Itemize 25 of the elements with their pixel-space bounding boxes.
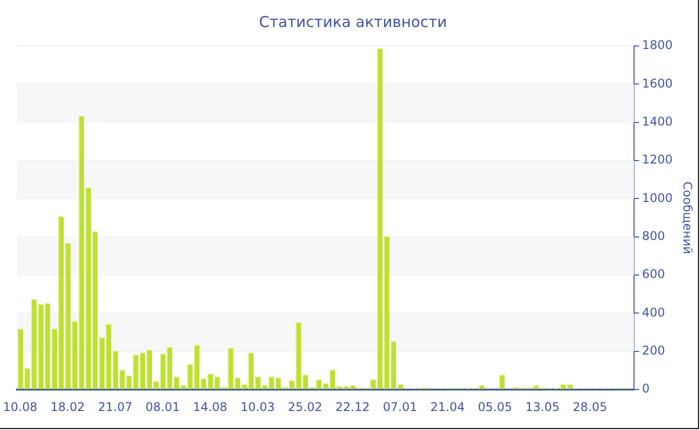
y-tick-label: 1800 (642, 38, 673, 52)
x-tick-label: 22.12 (335, 400, 370, 414)
y-tick-label: 1200 (642, 152, 673, 167)
x-tick-label: 10.08 (3, 400, 38, 414)
y-tick-label: 1400 (642, 114, 673, 128)
x-tick-label: 10.03 (240, 400, 275, 414)
x-tick-label: 08.01 (145, 400, 180, 414)
y-tick-label: 1000 (642, 190, 673, 205)
x-tick-label: 18.02 (50, 400, 85, 414)
x-tick-label: 25.02 (288, 400, 322, 414)
y-tick-label: 1600 (642, 76, 673, 90)
x-tick-label: 14.08 (192, 400, 228, 414)
chart-title: Статистика активности (259, 12, 447, 31)
y-axis-title: Сообщений (680, 182, 695, 254)
x-tick-label: 13.05 (525, 400, 560, 414)
y-tick-label: 0 (642, 382, 650, 396)
x-tick-label: 28.05 (572, 400, 608, 414)
x-tick-label: 21.04 (430, 400, 465, 414)
y-tick-label: 200 (642, 344, 665, 358)
x-tick-label: 05.05 (478, 400, 512, 414)
x-tick-label: 21.07 (98, 400, 132, 414)
y-tick-label: 600 (642, 267, 665, 282)
x-tick-label: 07.01 (382, 400, 418, 414)
y-tick-label: 800 (642, 229, 665, 244)
y-tick-label: 400 (642, 305, 665, 320)
